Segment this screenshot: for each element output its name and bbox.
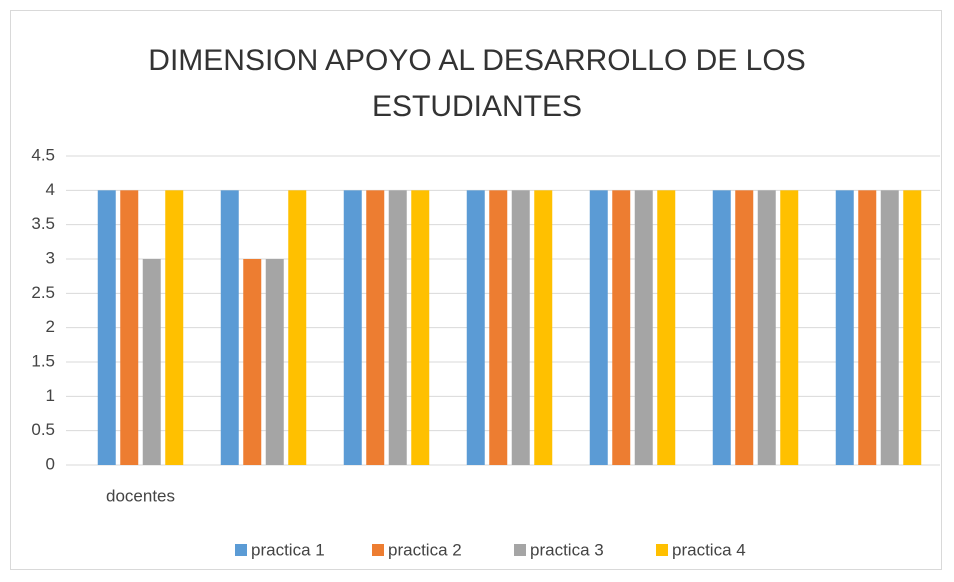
bar [589, 190, 608, 466]
y-tick-label: 0 [46, 454, 55, 473]
bar [903, 190, 922, 466]
chart-title: DIMENSION APOYO AL DESARROLLO DE LOS EST… [148, 44, 806, 123]
bar [634, 190, 653, 466]
bar [411, 190, 430, 466]
bar [880, 190, 899, 466]
legend-label: practica 3 [530, 540, 604, 559]
bar [735, 190, 754, 466]
bar [489, 190, 508, 466]
legend-swatch [656, 544, 668, 556]
y-tick-label: 0.5 [31, 420, 55, 439]
bar [612, 190, 631, 466]
y-tick-label: 3.5 [31, 214, 55, 233]
legend-swatch [514, 544, 526, 556]
bar [511, 190, 530, 466]
y-tick-label: 1 [46, 386, 55, 405]
y-tick-label: 2.5 [31, 283, 55, 302]
bar [388, 190, 407, 466]
legend-swatch [372, 544, 384, 556]
legend-label: practica 2 [388, 540, 462, 559]
y-tick-label: 1.5 [31, 351, 55, 370]
bar [120, 190, 139, 466]
bar [220, 190, 239, 466]
x-tick-label: docentes [106, 486, 175, 505]
bar [243, 259, 262, 465]
bar [780, 190, 799, 466]
bar [757, 190, 776, 466]
bar [343, 190, 362, 466]
y-tick-label: 2 [46, 317, 55, 336]
chart-frame [10, 10, 942, 570]
bar [466, 190, 485, 466]
bar [265, 259, 284, 465]
bar [534, 190, 553, 466]
bar [835, 190, 854, 466]
bar [712, 190, 731, 466]
y-tick-label: 4.5 [31, 145, 55, 164]
bar [97, 190, 116, 466]
legend-label: practica 4 [672, 540, 746, 559]
y-tick-label: 4 [46, 180, 55, 199]
legend-label: practica 1 [251, 540, 325, 559]
bar [165, 190, 184, 466]
bar [858, 190, 877, 466]
legend-swatch [235, 544, 247, 556]
bar [657, 190, 676, 466]
bar [288, 190, 307, 466]
bar [142, 259, 161, 465]
bar [366, 190, 385, 466]
y-tick-label: 3 [46, 248, 55, 267]
